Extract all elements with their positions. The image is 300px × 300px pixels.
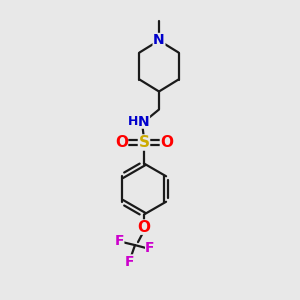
Text: N: N xyxy=(153,34,165,47)
Text: F: F xyxy=(124,255,134,268)
Text: O: O xyxy=(160,135,173,150)
Text: H: H xyxy=(128,115,139,128)
Text: F: F xyxy=(145,241,155,255)
Text: N: N xyxy=(138,115,150,128)
Text: F: F xyxy=(115,234,124,248)
Text: S: S xyxy=(139,135,149,150)
Text: O: O xyxy=(115,135,128,150)
Text: O: O xyxy=(137,220,151,235)
